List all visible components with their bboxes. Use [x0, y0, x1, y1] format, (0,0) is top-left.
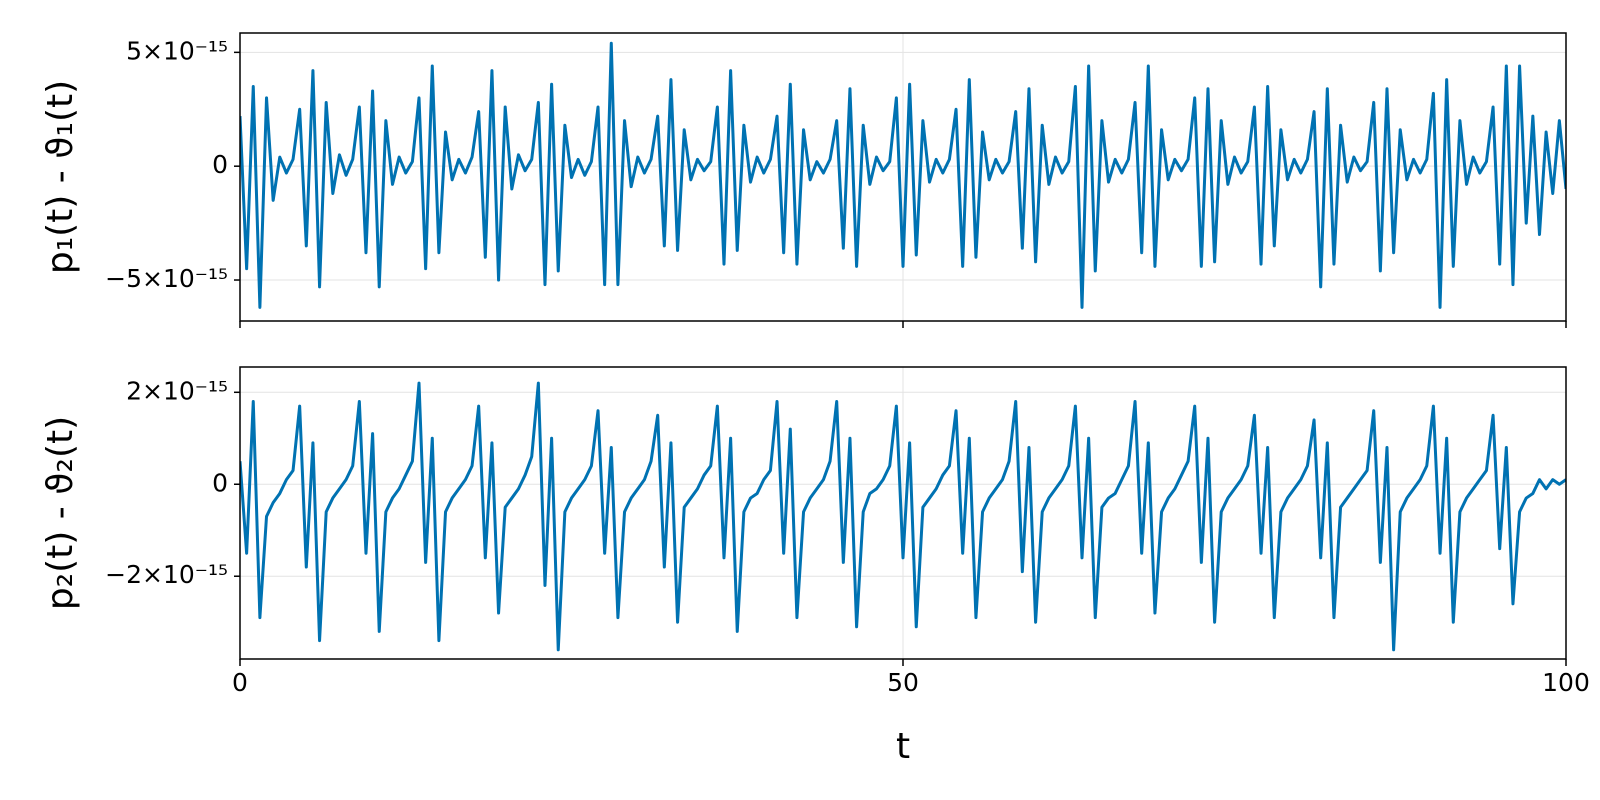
x-tick-label: 0	[232, 668, 248, 697]
series-line	[240, 41, 1566, 309]
plot-frame	[239, 366, 1567, 660]
y-tick-label: 5×10⁻¹⁵	[126, 36, 228, 65]
y-axis-label: p₂(t) - ϑ₂(t)	[40, 416, 81, 610]
y-tick-label: 0	[212, 150, 228, 179]
y-tick-label: −2×10⁻¹⁵	[105, 560, 228, 589]
x-tick-label: 50	[887, 668, 919, 697]
y-axis-label: p₁(t) - ϑ₁(t)	[40, 80, 81, 274]
y-tick-label: 0	[212, 468, 228, 497]
series-line	[240, 381, 1566, 652]
y-tick-label: −5×10⁻¹⁵	[105, 264, 228, 293]
x-tick-label: 100	[1542, 668, 1590, 697]
x-axis-label: t	[896, 726, 910, 767]
y-tick-label: 2×10⁻¹⁵	[126, 376, 228, 405]
plot-frame	[239, 32, 1567, 322]
